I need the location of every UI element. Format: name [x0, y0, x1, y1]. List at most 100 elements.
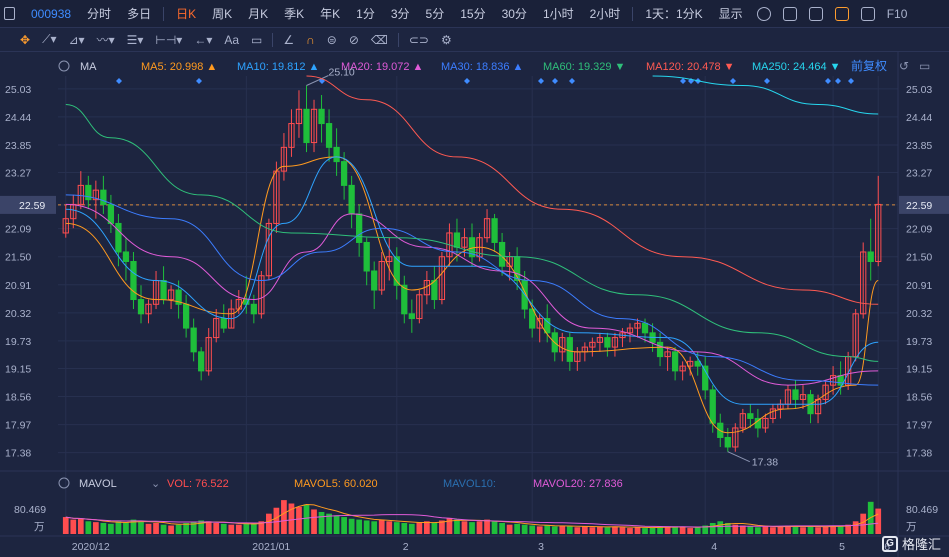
candle-body — [536, 318, 543, 329]
volume-bar — [574, 527, 581, 534]
crosshair-icon[interactable]: ✥ — [20, 32, 31, 47]
kline-chart[interactable]: MA MA5: 20.998 ▲ MA10: 19.812 ▲ MA20: 19.07… — [0, 52, 949, 557]
wave-tool-icon[interactable]: 〰▾ — [96, 33, 115, 47]
magnet-icon[interactable]: ∩ — [306, 32, 315, 47]
candle-body — [340, 161, 348, 186]
ma-label: MA10: 19.812 ▲ — [237, 61, 319, 73]
candle-body — [762, 417, 769, 429]
brand-logo: G 格隆汇 — [881, 534, 941, 553]
pin-icon[interactable] — [4, 7, 15, 20]
x-tick-label: 3 — [538, 541, 544, 553]
channel-tool-icon[interactable]: ⊿▾ — [68, 32, 85, 47]
candle-body — [145, 303, 152, 315]
volume-bar — [566, 526, 573, 534]
volume-bar — [664, 527, 671, 534]
candle-body — [122, 251, 130, 262]
pencil-icon[interactable] — [834, 6, 849, 21]
divider — [397, 32, 399, 47]
candle-body — [250, 303, 257, 315]
candle-body — [356, 213, 363, 243]
candle-body — [709, 389, 716, 424]
divider — [272, 32, 274, 47]
candle-body — [348, 184, 355, 215]
volume-bar — [461, 521, 468, 534]
checkbox-icon[interactable] — [782, 6, 797, 21]
camera-icon[interactable] — [808, 6, 823, 21]
period-tab[interactable]: 3分 — [390, 7, 410, 21]
y-tick-label: 17.38 — [5, 448, 31, 460]
volume-bar — [739, 525, 746, 534]
period-dropdown[interactable]: 1天：1分K — [645, 7, 703, 21]
comment-tool-icon[interactable]: ▭ — [251, 32, 263, 47]
period-tab[interactable]: 5分 — [425, 7, 445, 21]
stock-code[interactable]: 000938 — [31, 6, 72, 21]
candle-body — [288, 123, 295, 148]
volume-bar — [679, 527, 686, 534]
f10-button[interactable]: F10 — [886, 6, 908, 21]
period-tab[interactable]: 1小时 — [542, 7, 574, 21]
period-tab[interactable]: 周K — [212, 7, 233, 21]
candle-body — [213, 318, 220, 339]
volume-indicator: MAVOL — [79, 478, 117, 490]
period-tab[interactable]: 年K — [320, 7, 341, 21]
logo-icon: G — [881, 535, 898, 552]
candle-body — [198, 351, 205, 372]
volume-bar — [371, 521, 378, 534]
period-tab[interactable]: 月K — [248, 7, 269, 21]
line-tool-icon[interactable]: ⟋▾ — [42, 32, 57, 46]
period-tab[interactable]: 季K — [284, 7, 305, 21]
fullscreen-icon[interactable] — [860, 6, 875, 21]
candle-body — [393, 256, 400, 286]
candle-body — [566, 337, 573, 362]
y-tick-label: 23.85 — [906, 140, 932, 152]
chart-area[interactable]: MA MA5: 20.998 ▲ MA10: 19.812 ▲ MA20: 19.07… — [0, 52, 949, 557]
candle-body — [656, 341, 664, 358]
volume-bar — [800, 527, 806, 534]
ruler-icon[interactable]: ∠ — [283, 32, 295, 47]
fib-tool-icon[interactable]: ☰▾ — [126, 32, 144, 47]
candle-body — [182, 303, 190, 329]
candle-body — [792, 389, 799, 400]
price-badge — [899, 195, 949, 214]
link-icon[interactable]: ⊂⊃ — [408, 32, 429, 47]
volume-bar — [672, 526, 678, 534]
volume-bar — [318, 511, 325, 534]
display-button[interactable]: 显示 — [718, 7, 743, 21]
volume-bar — [326, 513, 332, 534]
candle-body — [867, 251, 874, 262]
lock-icon[interactable]: ⊜ — [326, 32, 337, 47]
trash-icon[interactable]: ⌫ — [370, 32, 388, 47]
period-tab[interactable]: 2小时 — [589, 7, 621, 21]
text-tool-icon[interactable]: Aa — [224, 32, 240, 47]
period-tab[interactable]: 分时 — [87, 7, 112, 21]
volume-bar — [822, 526, 829, 534]
y-tick-label: 19.15 — [5, 364, 31, 376]
logo-text: 格隆汇 — [901, 537, 941, 552]
volume-label: MAVOL20: 27.836 — [533, 478, 623, 490]
ma-label: MA250: 24.464 ▼ — [752, 61, 841, 73]
measure-tool-icon[interactable]: ⊢⊣▾ — [155, 32, 183, 47]
volume-bar — [266, 513, 272, 534]
period-tab[interactable]: 15分 — [460, 7, 486, 21]
gear-icon[interactable]: ⚙ — [440, 32, 452, 47]
high-label: 25.10 — [328, 67, 354, 79]
hide-icon[interactable]: ⊘ — [348, 32, 359, 47]
candle-body — [137, 299, 145, 315]
candle-body — [378, 260, 385, 291]
low-label: 17.38 — [752, 457, 778, 469]
price-badge — [0, 195, 56, 214]
period-tab[interactable]: 1分 — [356, 7, 375, 21]
volume-label: MAVOL10: — [443, 478, 496, 490]
volume-bar — [85, 521, 92, 534]
volume-bar — [115, 521, 122, 534]
settings-icon[interactable] — [756, 6, 771, 21]
period-tab-active[interactable]: 日K — [176, 7, 197, 21]
period-tab[interactable]: 30分 — [501, 7, 527, 21]
period-tab[interactable]: 多日 — [127, 7, 152, 21]
candle-body — [679, 365, 686, 372]
arrow-tool-icon[interactable]: ←▾ — [194, 32, 213, 47]
y-tick-label: 18.56 — [906, 392, 932, 404]
candle-body — [694, 360, 701, 367]
volume-unit: 万 — [906, 521, 917, 533]
event-marker — [569, 78, 575, 84]
